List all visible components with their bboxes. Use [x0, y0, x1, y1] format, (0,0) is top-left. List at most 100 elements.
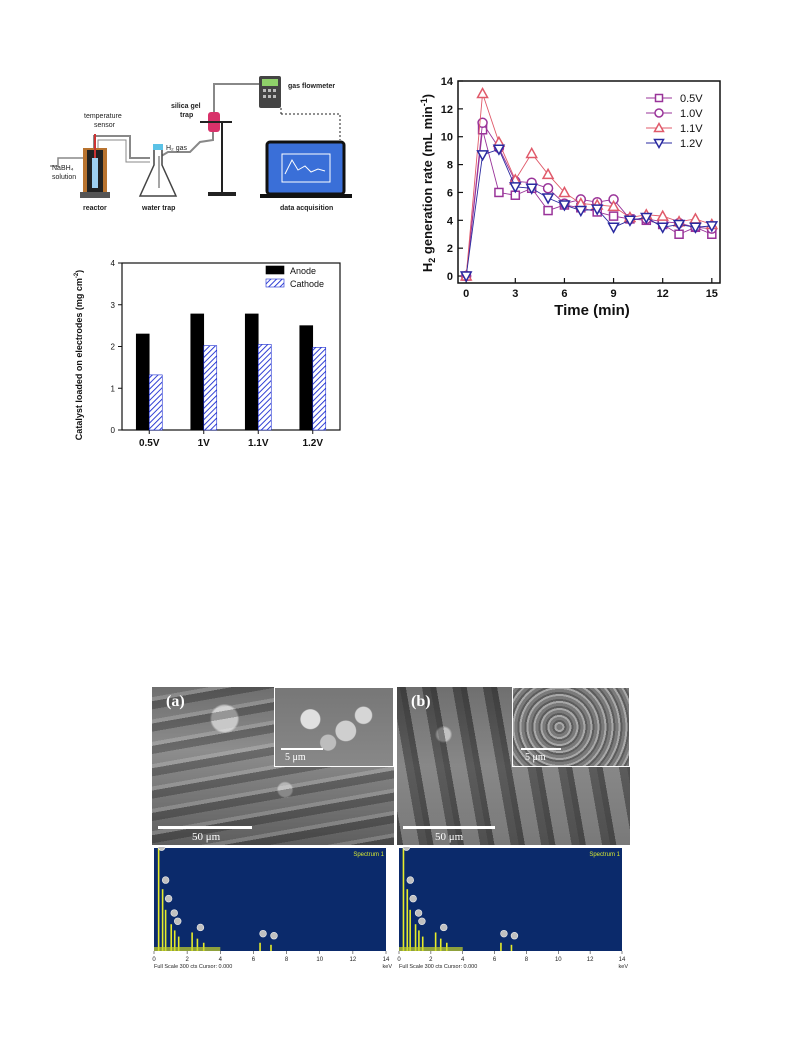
- sem-image-b: 5 μm (b) 50 μm: [397, 687, 630, 845]
- edx-peak: [402, 848, 405, 951]
- series-line: [465, 121, 712, 277]
- water-trap-flask-icon: [138, 144, 178, 197]
- inset-a-scale-bar: [281, 748, 323, 750]
- edx-peak: [270, 944, 272, 951]
- edx-element-marker: [414, 909, 423, 917]
- edx-peak: [202, 942, 205, 951]
- edx-peak: [414, 924, 417, 951]
- edx-baseline: [154, 947, 221, 951]
- edx-element-marker: [409, 894, 417, 903]
- data-point: [459, 271, 473, 283]
- data-point: [640, 212, 653, 225]
- line-chart-ylabel: H2 generation rate (mL min-1): [419, 94, 437, 272]
- edx-peak: [409, 909, 411, 951]
- edx-spectrum-label: Spectrum 1: [589, 852, 620, 858]
- edx-baseline: [399, 947, 463, 951]
- legend-swatch: [265, 278, 285, 288]
- line-chart-frame: [457, 80, 721, 284]
- edx-tick-label: 12: [350, 957, 357, 963]
- data-point: [494, 187, 504, 198]
- edx-tick-label: 14: [619, 957, 626, 963]
- bar-cathode: [203, 345, 218, 431]
- edx-peak: [259, 942, 261, 951]
- edx-peak: [196, 938, 199, 951]
- series-1.2V: [459, 144, 719, 283]
- data-point: [653, 138, 665, 150]
- edx-element-marker: [440, 923, 448, 932]
- data-point: [654, 108, 664, 118]
- x-tick-label: 12: [657, 288, 669, 300]
- edx-element-marker: [174, 917, 182, 925]
- data-point: [590, 204, 604, 216]
- y-tick-label: 6: [447, 187, 453, 199]
- sem-a-scale-bar: [158, 826, 252, 829]
- edx-peak: [157, 848, 160, 951]
- bar-anode: [299, 325, 314, 431]
- panel-a-label: (a): [166, 693, 185, 710]
- sem-b-scale-bar: [403, 826, 495, 829]
- x-tick-label: 6: [561, 288, 567, 300]
- legend-label: 0.5V: [680, 93, 703, 105]
- edx-element-marker: [406, 876, 414, 884]
- edx-tick-label: 6: [493, 957, 497, 963]
- label-water-trap: water trap: [141, 205, 175, 212]
- series-line: [465, 148, 712, 277]
- legend-label: 1.1V: [680, 123, 703, 135]
- data-point: [476, 86, 489, 99]
- y-tick-label: 14: [441, 76, 454, 88]
- gas-flowmeter-icon: [259, 76, 281, 108]
- label-trap: trap: [180, 112, 193, 119]
- edx-peak: [161, 889, 164, 951]
- label-h2-gas: H₂ gas: [166, 145, 188, 152]
- data-point: [689, 212, 702, 224]
- y-tick-label: 10: [441, 132, 453, 144]
- silica-gel-trap-icon: [200, 112, 236, 196]
- edx-peak: [191, 932, 193, 951]
- x-tick-label: 0: [463, 288, 469, 300]
- inset-b-scale-bar: [521, 748, 561, 750]
- bar-cathode: [148, 374, 163, 431]
- edx-plot-area: [154, 848, 386, 951]
- inset-a-scale-label: 5 μm: [285, 752, 306, 763]
- data-point: [607, 199, 620, 212]
- data-point: [476, 150, 489, 162]
- edx-tick-label: 0: [397, 957, 401, 963]
- edx-tick-label: 8: [285, 957, 289, 963]
- y-tick-label: 3: [111, 301, 116, 310]
- x-tick-label: 1.2V: [302, 438, 323, 449]
- ylabel-rest: generation rate (mL min: [420, 106, 435, 258]
- bar-cathode: [257, 344, 272, 431]
- legend-label: Cathode: [290, 279, 324, 289]
- edx-element-marker: [157, 847, 166, 851]
- edx-element-marker: [161, 876, 170, 884]
- y-tick-label: 2: [111, 343, 116, 352]
- label-nabh4: NaBH₄: [52, 165, 74, 172]
- y-tick-label: 4: [111, 259, 116, 268]
- edx-element-marker: [170, 909, 178, 917]
- edx-element-marker: [418, 917, 426, 925]
- edx-peak: [510, 944, 513, 951]
- label-reactor: reactor: [83, 205, 107, 212]
- label-temperature: temperature: [84, 113, 122, 120]
- label-solution: solution: [52, 174, 76, 181]
- edx-element-marker: [510, 931, 519, 940]
- bar-chart-ylabel: Catalyst loaded on electrodes (mg cm-2): [74, 270, 84, 440]
- sem-b-inset: 5 μm: [512, 687, 630, 767]
- micrograph-figure: 5 μm (a) 50 μm 5 μm (b) 50 μm Spectrum 1…: [152, 687, 630, 971]
- sem-a-inset: 5 μm: [274, 687, 394, 767]
- edx-tick-label: 2: [429, 957, 433, 963]
- edx-element-marker: [402, 847, 411, 851]
- x-tick-label: 0.5V: [139, 438, 160, 449]
- edx-footer: Full Scale 300 cts Cursor: 0.000: [399, 964, 477, 970]
- edx-peak: [434, 932, 437, 951]
- y-tick-label: 4: [447, 215, 454, 227]
- edx-element-marker: [164, 894, 173, 903]
- data-point: [674, 229, 684, 239]
- y-tick-label: 2: [447, 243, 453, 255]
- ylabel-sup: -1: [419, 98, 429, 106]
- data-point: [543, 205, 553, 216]
- x-tick-label: 9: [611, 288, 617, 300]
- edx-tick-label: 2: [185, 957, 189, 963]
- bar-ylabel-main: Catalyst loaded on electrodes (mg cm: [74, 278, 84, 440]
